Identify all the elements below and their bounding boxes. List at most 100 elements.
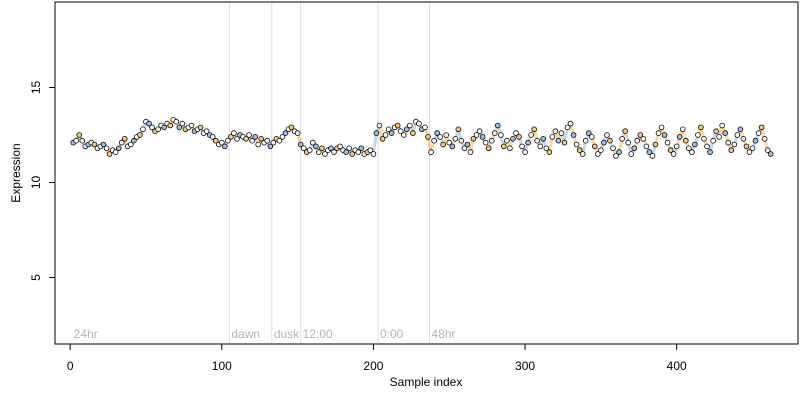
data-point (455, 126, 462, 133)
x-tick-label: 0 (67, 359, 74, 373)
data-point (767, 151, 774, 157)
data-point (610, 145, 616, 152)
data-point (218, 139, 225, 146)
data-point (376, 122, 383, 129)
data-point (749, 145, 756, 152)
data-point (131, 137, 137, 144)
data-point (743, 143, 750, 150)
data-point (686, 145, 692, 152)
data-point (507, 145, 513, 152)
data-point (106, 151, 113, 157)
data-point (73, 137, 80, 144)
data-point (173, 118, 180, 125)
data-point (707, 149, 713, 155)
data-point (382, 132, 389, 138)
data-point (222, 143, 228, 150)
data-point (313, 143, 319, 150)
data-point (689, 149, 695, 155)
data-point (149, 124, 155, 131)
data-point (179, 120, 186, 127)
data-point (513, 130, 519, 136)
data-point (640, 136, 647, 142)
data-point (619, 136, 625, 142)
data-point (604, 132, 610, 138)
data-point (719, 122, 725, 129)
data-point (121, 136, 128, 142)
y-tick-label: 10 (29, 176, 43, 190)
data-point (704, 143, 710, 150)
data-point (664, 139, 671, 146)
data-point (118, 139, 125, 146)
data-point (585, 130, 592, 136)
section-label: 48hr (432, 327, 456, 341)
data-point (167, 122, 174, 129)
data-point (558, 130, 565, 136)
data-point (701, 136, 707, 142)
y-tick-label: 5 (29, 274, 43, 281)
data-point (692, 141, 698, 148)
data-point (646, 149, 653, 155)
data-point (482, 139, 489, 146)
data-point (367, 147, 374, 154)
data-point (673, 143, 680, 150)
data-point (103, 145, 110, 152)
data-point (582, 137, 589, 144)
data-point (461, 145, 468, 152)
data-point (410, 130, 416, 136)
data-point (446, 139, 453, 146)
data-point (716, 134, 722, 140)
data-point (737, 126, 744, 133)
data-point (212, 137, 219, 144)
data-point (628, 151, 635, 157)
data-point (146, 120, 152, 127)
data-point (491, 130, 498, 136)
data-point (613, 153, 619, 159)
data-point (534, 137, 540, 144)
data-point (294, 130, 301, 136)
data-point (385, 126, 392, 133)
data-point (155, 126, 161, 133)
data-point (734, 132, 741, 138)
data-point (79, 137, 86, 144)
data-point (197, 124, 204, 131)
section-labels: 24hr dawn dusk 12:00 0:00 48hr (74, 327, 456, 341)
data-point (449, 143, 456, 150)
data-point (625, 139, 631, 146)
data-point (309, 139, 316, 146)
x-axis: 0 100 200 300 400 (67, 344, 687, 373)
x-tick-label: 300 (515, 359, 535, 373)
data-point (622, 128, 628, 135)
data-point (349, 151, 356, 157)
data-point (100, 141, 107, 148)
data-point (440, 141, 446, 148)
data-point (567, 120, 574, 127)
data-point (255, 141, 261, 148)
x-tick-label: 400 (667, 359, 687, 373)
section-lines (228, 2, 431, 344)
data-point (485, 145, 492, 152)
data-point (576, 147, 583, 154)
data-point (549, 134, 556, 140)
data-point (225, 137, 231, 144)
data-point (722, 130, 729, 136)
data-point (316, 149, 322, 155)
data-point (519, 143, 525, 150)
data-point (203, 128, 210, 135)
data-point (176, 124, 183, 131)
data-point (537, 143, 544, 150)
data-point (282, 130, 289, 136)
y-axis-label: Expression (9, 143, 23, 202)
data-point (570, 132, 577, 138)
section-label: 24hr (74, 327, 98, 341)
data-point (652, 141, 659, 148)
data-point (510, 136, 516, 142)
data-points (70, 117, 774, 159)
data-point (725, 139, 732, 146)
data-point (476, 128, 483, 135)
data-point (234, 136, 240, 142)
y-axis: 5 10 15 (29, 81, 55, 281)
data-point (588, 134, 595, 140)
data-point (546, 149, 553, 155)
data-point (370, 151, 377, 157)
